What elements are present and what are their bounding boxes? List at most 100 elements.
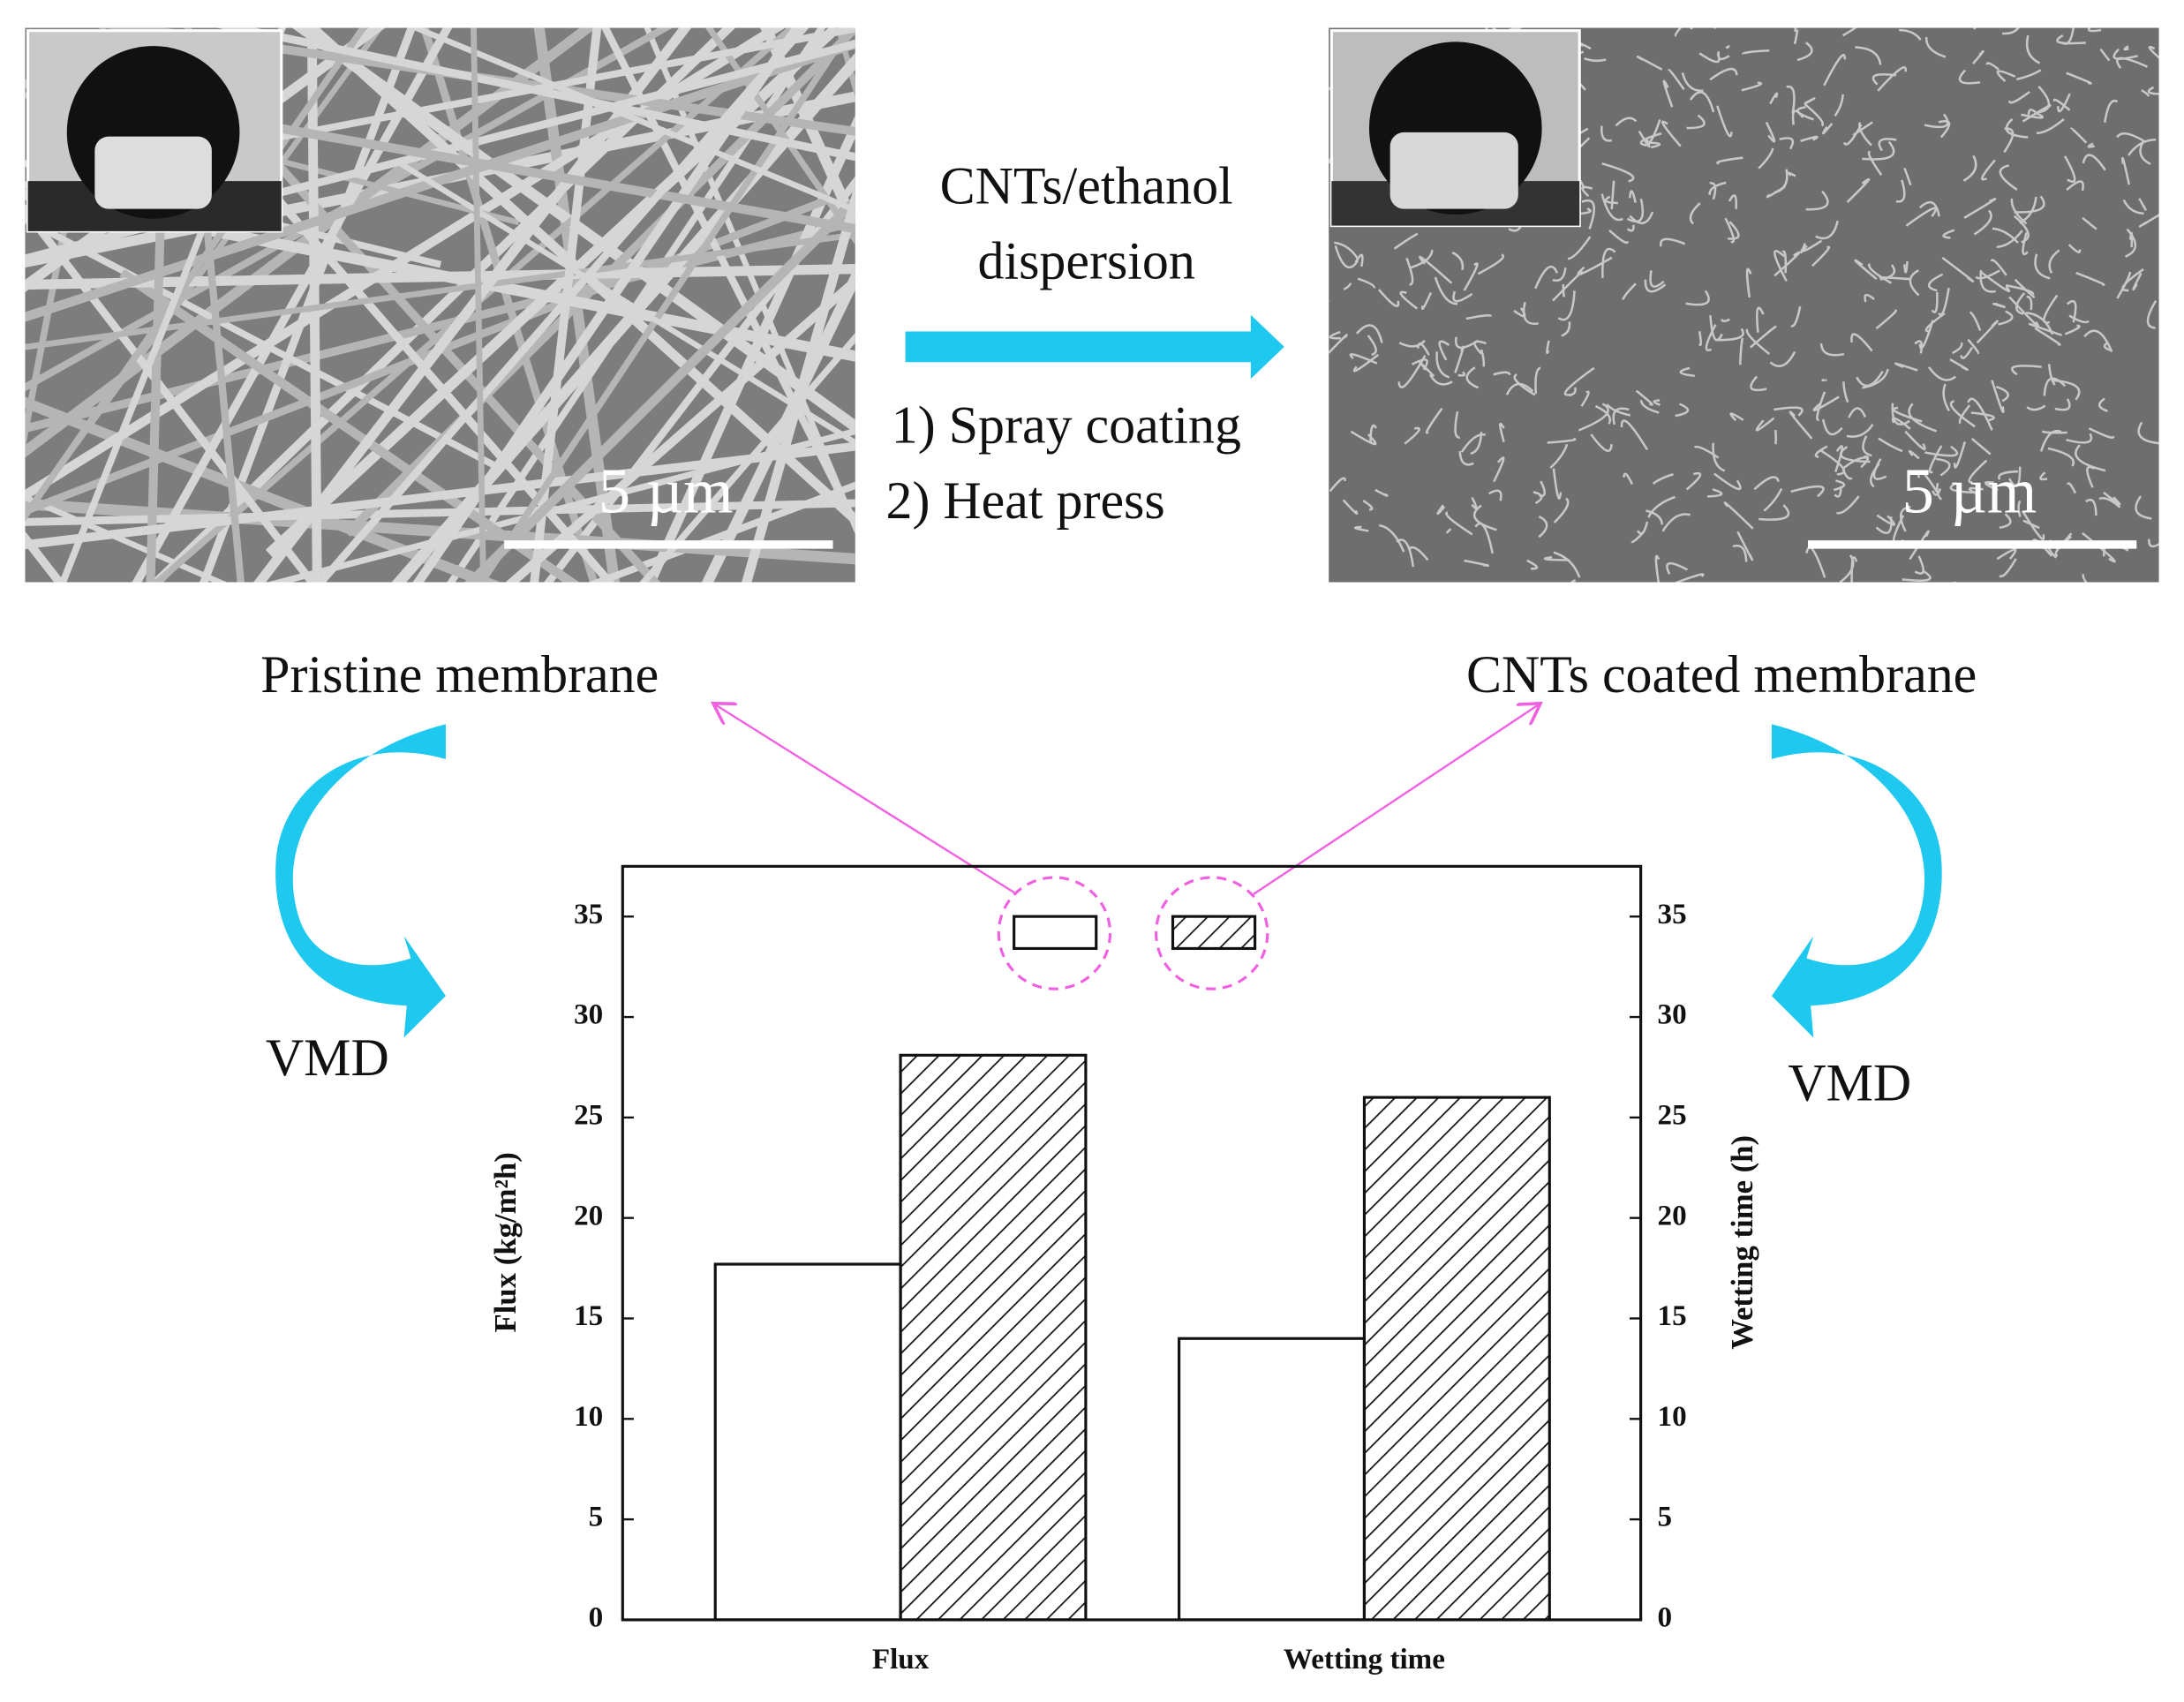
fiber bbox=[408, 27, 855, 214]
fiber bbox=[1814, 445, 1828, 459]
fiber bbox=[1661, 513, 1691, 532]
fiber bbox=[1652, 473, 1674, 485]
fiber bbox=[1841, 381, 1849, 403]
fiber bbox=[1909, 530, 1930, 561]
fiber bbox=[1329, 477, 1346, 493]
fiber bbox=[1493, 456, 1505, 483]
fiber bbox=[2039, 429, 2062, 452]
fiber bbox=[1452, 290, 1473, 303]
fiber bbox=[25, 264, 855, 290]
fiber bbox=[1698, 331, 1703, 346]
highlight-circle bbox=[1154, 876, 1269, 990]
bar bbox=[1362, 1096, 1551, 1622]
fiber bbox=[639, 333, 855, 583]
fiber bbox=[1716, 328, 1744, 342]
fiber bbox=[1924, 445, 1959, 457]
fiber bbox=[1420, 291, 1433, 310]
fiber bbox=[1952, 342, 1963, 355]
fiber bbox=[1999, 558, 2017, 578]
fiber bbox=[1992, 227, 2019, 244]
fiber bbox=[1909, 269, 1920, 297]
fiber bbox=[1968, 459, 1988, 484]
fiber bbox=[2103, 491, 2121, 506]
fiber bbox=[1635, 389, 1653, 406]
fiber bbox=[2138, 214, 2159, 228]
fiber bbox=[2066, 180, 2084, 192]
fiber bbox=[2022, 519, 2040, 530]
fiber bbox=[1626, 224, 1635, 232]
fiber bbox=[1334, 245, 1359, 269]
fiber bbox=[742, 182, 855, 583]
fiber bbox=[1800, 135, 1819, 142]
fiber bbox=[2048, 249, 2060, 274]
legend-label: CNTs coated membrane bbox=[1466, 645, 1977, 704]
process-label: dispersion bbox=[977, 232, 1194, 290]
fiber bbox=[1708, 181, 1727, 196]
fiber bbox=[1471, 497, 1478, 510]
fiber bbox=[1878, 138, 1897, 152]
fiber bbox=[1725, 45, 1730, 49]
fiber bbox=[1454, 410, 1460, 439]
fiber bbox=[1822, 123, 1834, 135]
fiber bbox=[1563, 366, 1595, 396]
fiber bbox=[1969, 311, 1982, 331]
y2-tick-label: 35 bbox=[1658, 898, 1687, 930]
fiber bbox=[1790, 305, 1802, 328]
process-label: 1) Spray coating bbox=[892, 396, 1241, 455]
fiber bbox=[1649, 270, 1665, 288]
fiber bbox=[1917, 470, 1939, 494]
fiber bbox=[2104, 99, 2119, 124]
fiber bbox=[1781, 250, 1788, 274]
fiber bbox=[1924, 113, 1949, 129]
fiber bbox=[2021, 510, 2045, 540]
fiber bbox=[1620, 419, 1649, 451]
fiber bbox=[1434, 276, 1458, 305]
fiber bbox=[2086, 465, 2096, 488]
fiber bbox=[1352, 353, 1379, 373]
fiber bbox=[1362, 500, 1374, 511]
y-tick-label: 15 bbox=[574, 1299, 603, 1332]
fiber bbox=[1858, 122, 1872, 147]
fiber bbox=[1891, 403, 1910, 426]
fiber bbox=[25, 203, 317, 583]
y2-tick-label: 15 bbox=[1658, 1299, 1687, 1332]
fiber bbox=[2047, 364, 2056, 386]
fiber bbox=[305, 27, 855, 526]
fiber bbox=[1931, 291, 1939, 313]
fiber bbox=[1800, 243, 1806, 254]
fiber bbox=[1534, 366, 1541, 395]
fiber bbox=[2121, 157, 2131, 185]
fiber bbox=[1480, 349, 1486, 367]
fiber bbox=[1342, 499, 1359, 515]
fiber bbox=[1693, 445, 1720, 459]
fiber bbox=[25, 498, 855, 565]
fiber bbox=[2057, 93, 2071, 113]
fiber bbox=[1942, 383, 1951, 412]
fiber bbox=[1580, 390, 1590, 407]
fiber bbox=[1821, 418, 1843, 436]
fiber bbox=[2070, 127, 2088, 144]
fiber bbox=[2148, 538, 2159, 548]
fiber bbox=[1765, 121, 1776, 143]
bar bbox=[713, 1262, 902, 1622]
fiber bbox=[1628, 190, 1637, 203]
fiber bbox=[1812, 395, 1840, 411]
fiber bbox=[1796, 41, 1813, 62]
fiber bbox=[2014, 278, 2036, 299]
fiber bbox=[1850, 333, 1873, 352]
fiber bbox=[119, 268, 580, 583]
pointer-arrow bbox=[1253, 704, 1540, 895]
fiber bbox=[1914, 340, 1924, 354]
fiber bbox=[1369, 424, 1377, 443]
fiber bbox=[1914, 555, 1924, 575]
legend-swatch bbox=[1013, 915, 1098, 951]
fiber bbox=[1594, 404, 1612, 425]
fiber bbox=[1985, 62, 1999, 71]
fiber bbox=[1958, 69, 1981, 85]
fiber bbox=[1721, 318, 1730, 323]
fiber bbox=[1811, 245, 1831, 267]
fiber bbox=[1758, 147, 1774, 169]
fiber bbox=[1464, 559, 1489, 567]
fiber bbox=[1895, 179, 1906, 203]
fiber bbox=[1742, 49, 1770, 56]
